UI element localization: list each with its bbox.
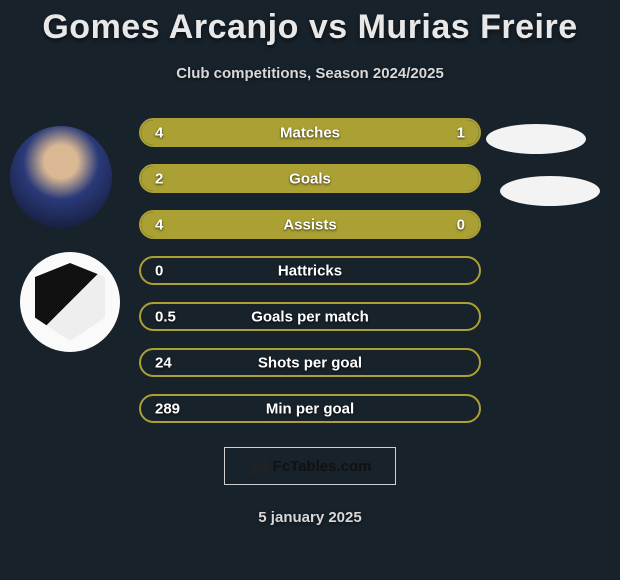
opponent-marker-1 xyxy=(486,124,586,154)
stat-value-right: 1 xyxy=(457,124,465,141)
stat-fill-right xyxy=(411,120,479,145)
stat-label: Min per goal xyxy=(266,400,354,417)
stat-row: 0 Hattricks xyxy=(139,256,481,285)
stat-label: Goals xyxy=(289,170,331,187)
stat-row: 24 Shots per goal xyxy=(139,348,481,377)
stat-value-left: 2 xyxy=(155,170,163,187)
stat-row: 289 Min per goal xyxy=(139,394,481,423)
subtitle: Club competitions, Season 2024/2025 xyxy=(0,65,620,82)
brand-text: FcTables.com xyxy=(273,458,372,475)
stat-row: 4 Assists 0 xyxy=(139,210,481,239)
stat-label: Hattricks xyxy=(278,262,342,279)
stat-label: Matches xyxy=(280,124,340,141)
stat-value-left: 4 xyxy=(155,124,163,141)
brand-box: FcTables.com xyxy=(224,447,396,485)
stat-row: 4 Matches 1 xyxy=(139,118,481,147)
player-avatar xyxy=(10,126,112,228)
stat-label: Shots per goal xyxy=(258,354,362,371)
stat-value-left: 24 xyxy=(155,354,172,371)
stat-value-right: 0 xyxy=(457,216,465,233)
stat-value-left: 0 xyxy=(155,262,163,279)
stat-label: Goals per match xyxy=(251,308,369,325)
page-title: Gomes Arcanjo vs Murias Freire xyxy=(0,0,620,47)
opponent-marker-2 xyxy=(500,176,600,206)
club-badge xyxy=(20,252,120,352)
stat-value-left: 4 xyxy=(155,216,163,233)
club-badge-shield xyxy=(35,263,105,341)
brand-logo-icon xyxy=(249,457,267,475)
stat-label: Assists xyxy=(283,216,336,233)
date-label: 5 january 2025 xyxy=(0,509,620,526)
stat-value-left: 0.5 xyxy=(155,308,176,325)
stat-fill-left xyxy=(141,120,411,145)
stat-row: 0.5 Goals per match xyxy=(139,302,481,331)
stat-row: 2 Goals xyxy=(139,164,481,193)
stat-value-left: 289 xyxy=(155,400,180,417)
